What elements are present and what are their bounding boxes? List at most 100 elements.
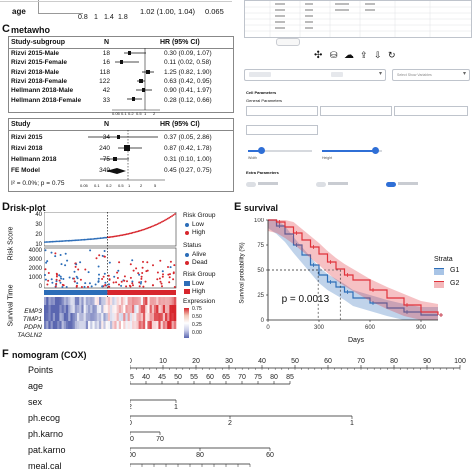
survival-point: [59, 281, 62, 284]
survival-point: [104, 284, 107, 286]
survival-point: [73, 280, 76, 283]
survival-point: [95, 257, 98, 260]
database-icon[interactable]: ⛁: [330, 50, 338, 60]
surv-tick-0: 0: [38, 284, 42, 290]
risk-score-point: [171, 215, 173, 217]
height-slider-handle[interactable]: [372, 147, 379, 154]
height-slider-fill: [322, 150, 376, 152]
t2-ci-1: [118, 145, 142, 151]
heatmap-cell: [52, 297, 56, 305]
heatmap-cell: [72, 297, 76, 305]
heatmap-cell: [59, 313, 62, 321]
table1-row-n: 122: [99, 77, 110, 85]
risk-plot-svg: [44, 212, 177, 329]
heatmap-cell: [107, 313, 111, 321]
sex-tick-label: 2: [130, 404, 132, 411]
field-input-2[interactable]: [320, 106, 392, 116]
chevron-down-icon-2[interactable]: ▾: [462, 71, 466, 77]
heatmap-cell: [116, 297, 120, 305]
risk-score-point: [123, 233, 125, 236]
heatmap-cell: [125, 321, 128, 329]
nomogram-svg: 0102030405060708090100354045505560657075…: [130, 358, 466, 467]
move-icon[interactable]: ✣: [314, 50, 323, 61]
toggle-2[interactable]: [316, 182, 326, 187]
table-pager-button[interactable]: [276, 38, 300, 46]
heatmap-cell: [70, 297, 73, 305]
heatmap-cell: [105, 313, 109, 321]
legend-dead-dot: [185, 261, 189, 265]
table2-row-n: 349: [99, 167, 110, 174]
table1-header-rule: [8, 48, 233, 49]
survival-point: [123, 279, 126, 282]
selected-chip-2[interactable]: [331, 72, 343, 77]
heatmap-cell: [77, 321, 80, 329]
ph-karno-tick-label: 70: [156, 436, 164, 443]
risk-score-point: [169, 216, 172, 218]
cloud-icon[interactable]: ☁: [344, 50, 354, 61]
heatmap-cell: [121, 297, 124, 305]
legend-high-dot: [185, 231, 189, 235]
risk-score-point: [150, 225, 153, 228]
table1-header-hr: HR (95% CI): [160, 39, 200, 46]
heatmap-cell: [149, 313, 153, 321]
survival-point: [161, 270, 164, 273]
risk-score-point: [161, 221, 163, 223]
surv-tick-4000: 4000: [28, 248, 42, 254]
field-input-4[interactable]: [246, 125, 318, 135]
km-censor-G1: [277, 224, 282, 228]
heatmap-cell: [136, 313, 139, 321]
download-icon[interactable]: ⇩: [374, 50, 382, 60]
expr-tick-075: 0.75: [192, 306, 202, 312]
table1-row-study: Hellmann 2018-Male: [11, 87, 74, 95]
upload-icon[interactable]: ⇪: [360, 50, 368, 60]
heatmap-cell: [110, 297, 113, 305]
heatmap-cell: [52, 313, 56, 321]
heatmap-cell: [145, 321, 148, 329]
risk-score-point: [47, 241, 49, 243]
km-censor-G1: [328, 280, 333, 284]
t2-tick-3: 0.5: [118, 183, 124, 188]
survival-point: [140, 281, 143, 283]
selected-chip[interactable]: [249, 72, 271, 77]
legend-expression-title: Expression: [183, 298, 216, 305]
heatmap-cell: [81, 305, 84, 313]
risk-score-point: [98, 237, 100, 240]
chevron-down-icon[interactable]: ▾: [378, 71, 382, 77]
risk-score-point: [67, 239, 70, 242]
width-slider-track[interactable]: [248, 150, 312, 152]
heatmap-cell: [147, 297, 150, 305]
panel-c-letter: C: [2, 23, 10, 35]
table2-header-n: N: [104, 121, 110, 128]
risk-score-point: [93, 237, 96, 240]
refresh-icon[interactable]: ↻: [388, 50, 396, 60]
heatmap-cell: [134, 305, 137, 313]
risk-tick-10: 10: [35, 242, 42, 248]
field-input-3[interactable]: [394, 106, 468, 116]
heatmap-cell: [70, 305, 73, 313]
risk-score-point: [142, 229, 144, 231]
survival-point: [68, 276, 71, 279]
field-input-1[interactable]: [246, 106, 318, 116]
heatmap-cell: [114, 313, 117, 321]
risk-score-point: [137, 230, 140, 233]
toggle-1[interactable]: [246, 182, 256, 187]
heatmap-cell: [121, 313, 124, 321]
risk-score-point: [143, 228, 146, 231]
heatmap-cell: [171, 297, 175, 305]
show-variables-select[interactable]: Select Show Variables ▾: [392, 69, 470, 81]
survival-point: [116, 271, 119, 274]
variable-select[interactable]: ▾: [244, 69, 386, 81]
legend-alive-dot: [185, 253, 189, 257]
heatmap-cell: [63, 297, 67, 305]
heatmap-cell: [145, 297, 148, 305]
width-slider-handle[interactable]: [258, 147, 265, 154]
toggle-3[interactable]: [386, 182, 396, 187]
survival-point: [125, 285, 128, 288]
table1-row-hr: 0.90 (0.41, 1.97): [164, 87, 212, 95]
risk-score-point: [76, 239, 78, 242]
width-slider-label: Width: [248, 156, 257, 160]
risk-score-point: [95, 237, 97, 240]
heatmap-cell: [57, 313, 60, 321]
survival-point: [161, 285, 163, 288]
heatmap-cell: [92, 297, 95, 305]
